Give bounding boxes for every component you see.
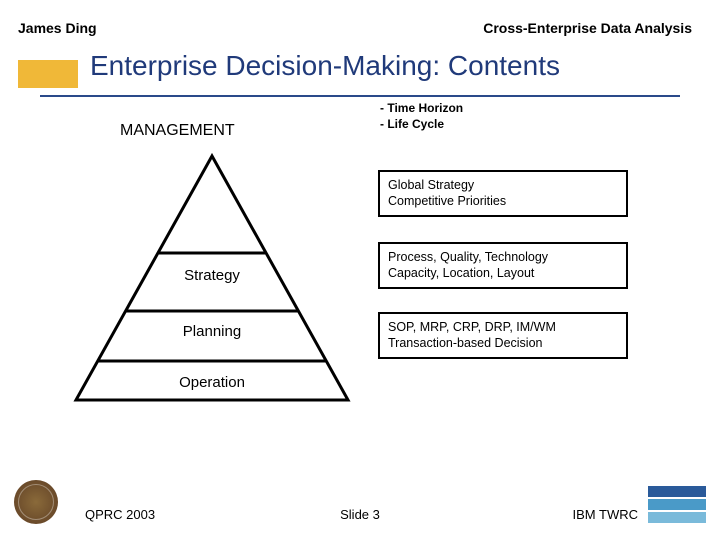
deck-title: Cross-Enterprise Data Analysis	[483, 20, 692, 36]
ibm-logo-icon	[648, 486, 706, 526]
slide-number: Slide 3	[340, 507, 380, 522]
content-area: - Time Horizon - Life Cycle MANAGEMENT S…	[0, 82, 720, 442]
desc-line: Process, Quality, Technology	[388, 249, 618, 265]
author-name: James Ding	[18, 20, 97, 36]
asa-logo-icon	[14, 480, 58, 524]
pyramid-level-planning: Planning	[162, 323, 262, 340]
footer-org: IBM TWRC	[573, 507, 638, 522]
management-label: MANAGEMENT	[120, 122, 235, 140]
desc-line: Transaction-based Decision	[388, 335, 618, 351]
desc-line: Capacity, Location, Layout	[388, 265, 618, 281]
desc-box-operation: SOP, MRP, CRP, DRP, IM/WM Transaction-ba…	[378, 312, 628, 359]
bullet-list: - Time Horizon - Life Cycle	[380, 100, 463, 132]
accent-block-icon	[18, 60, 78, 88]
pyramid-level-operation: Operation	[162, 374, 262, 391]
slide-header: James Ding Cross-Enterprise Data Analysi…	[0, 0, 720, 44]
pyramid-level-strategy: Strategy	[162, 267, 262, 284]
slide-footer: QPRC 2003 Slide 3 IBM TWRC	[0, 466, 720, 540]
bullet-item: - Life Cycle	[380, 116, 463, 132]
desc-line: SOP, MRP, CRP, DRP, IM/WM	[388, 319, 618, 335]
desc-box-planning: Process, Quality, Technology Capacity, L…	[378, 242, 628, 289]
title-underline	[40, 95, 680, 97]
desc-box-strategy: Global Strategy Competitive Priorities	[378, 170, 628, 217]
page-title: Enterprise Decision-Making: Contents	[90, 50, 720, 82]
desc-line: Competitive Priorities	[388, 193, 618, 209]
desc-line: Global Strategy	[388, 177, 618, 193]
title-area: Enterprise Decision-Making: Contents	[0, 50, 720, 82]
footer-conference: QPRC 2003	[85, 507, 155, 522]
bullet-item: - Time Horizon	[380, 100, 463, 116]
